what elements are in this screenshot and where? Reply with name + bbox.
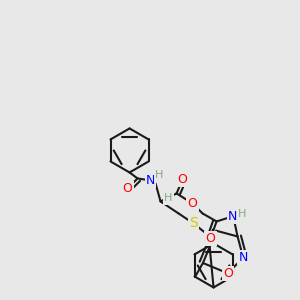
Text: N: N <box>146 174 155 187</box>
Text: O: O <box>178 173 188 186</box>
Text: N: N <box>228 210 237 223</box>
Text: O: O <box>206 232 215 245</box>
Text: O: O <box>123 182 133 195</box>
Text: S: S <box>189 216 198 230</box>
Text: N: N <box>238 251 248 264</box>
Text: O: O <box>223 267 232 280</box>
Text: H: H <box>238 209 247 219</box>
Text: O: O <box>188 197 197 210</box>
Text: H: H <box>155 170 164 180</box>
Text: H: H <box>164 194 173 203</box>
